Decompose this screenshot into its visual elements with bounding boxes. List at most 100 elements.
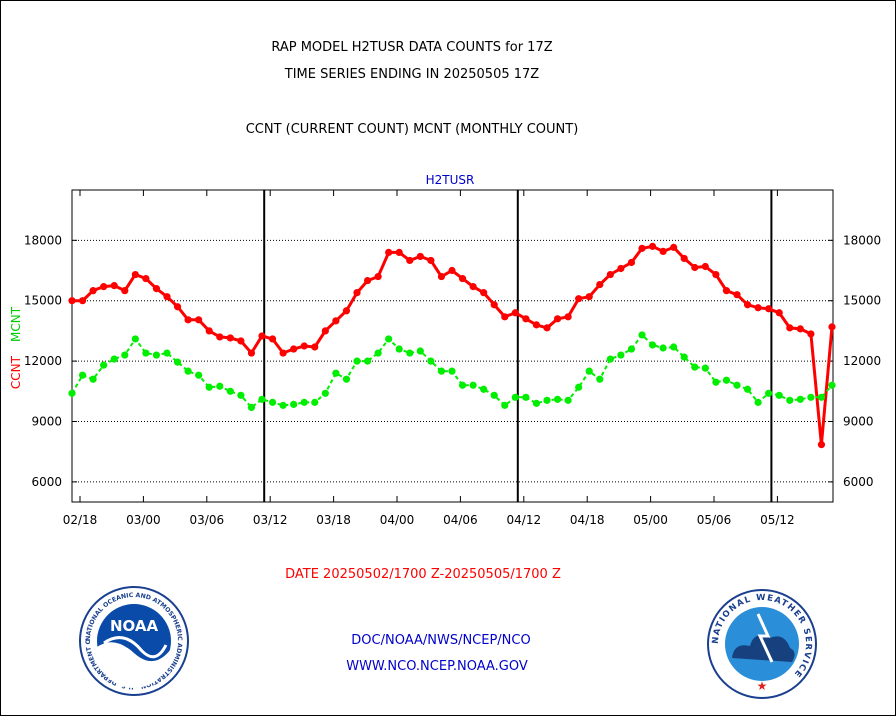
- mcnt-point: [173, 358, 182, 366]
- ccnt-point: [807, 330, 815, 338]
- title-line1: RAP MODEL H2TUSR DATA COUNTS for 17Z: [271, 40, 552, 55]
- ccnt-point: [659, 247, 667, 255]
- mcnt-point: [775, 391, 783, 399]
- ccnt-point: [722, 287, 731, 295]
- mcnt-point: [195, 371, 203, 379]
- y-label-ccnt: CCNT: [9, 355, 23, 389]
- ccnt-point: [532, 321, 541, 329]
- ytick-label-right: 6000: [843, 475, 874, 489]
- mcnt-point: [627, 345, 636, 353]
- nws-star-icon: ★: [757, 679, 768, 693]
- ccnt-point: [480, 289, 488, 297]
- ccnt-point: [638, 244, 646, 252]
- ccnt-point: [522, 315, 530, 323]
- mcnt-point: [258, 395, 266, 403]
- ccnt-point: [458, 274, 467, 283]
- plot-area: 6000 9000 12000 15000 18000 6000 9000 12000 150…: [24, 189, 881, 527]
- ccnt-point: [796, 325, 804, 333]
- mcnt-point: [427, 357, 435, 365]
- ccnt-point: [385, 248, 393, 256]
- ccnt-point: [279, 349, 287, 357]
- mcnt-point: [184, 367, 192, 375]
- mcnt-point: [501, 401, 509, 409]
- ytick-label-left: 15000: [24, 294, 62, 308]
- ccnt-point: [575, 295, 583, 303]
- mcnt-point: [406, 349, 414, 357]
- mcnt-point: [585, 367, 593, 375]
- mcnt-point: [458, 381, 467, 389]
- ccnt-point: [437, 272, 446, 281]
- mcnt-point: [332, 369, 340, 377]
- mcnt-point: [353, 357, 361, 365]
- mcnt-point: [670, 343, 678, 351]
- ccnt-point: [342, 307, 351, 315]
- mcnt-point: [680, 353, 688, 361]
- xtick-label: 03/12: [253, 513, 288, 527]
- mcnt-point: [596, 375, 604, 383]
- mcnt-point: [553, 395, 562, 403]
- ccnt-point: [395, 248, 403, 256]
- ccnt-point: [247, 349, 256, 357]
- ccnt-point: [89, 287, 97, 295]
- mcnt-point: [131, 335, 139, 343]
- mcnt-point: [606, 355, 614, 363]
- ytick-label-left: 12000: [24, 354, 62, 368]
- mcnt-point: [532, 399, 541, 407]
- ytick-label-right: 15000: [843, 294, 881, 308]
- xtick-label: 04/12: [507, 513, 542, 527]
- ccnt-point: [353, 289, 361, 297]
- ccnt-point: [585, 293, 593, 301]
- mcnt-point: [786, 396, 794, 404]
- mcnt-point: [247, 403, 256, 411]
- mcnt-point: [416, 347, 424, 355]
- ccnt-point: [268, 335, 277, 343]
- mcnt-point: [68, 389, 76, 397]
- ccnt-point: [553, 315, 562, 323]
- mcnt-point: [152, 351, 161, 359]
- mcnt-point: [469, 381, 477, 389]
- ccnt-point: [448, 266, 456, 275]
- ccnt-point: [78, 297, 87, 305]
- mcnt-point: [564, 396, 572, 404]
- ccnt-point: [817, 441, 826, 449]
- date-range: DATE 20250502/1700 Z-20250505/1700 Z: [285, 567, 561, 582]
- mcnt-point: [807, 393, 815, 401]
- ccnt-point: [195, 316, 203, 324]
- ccnt-point: [142, 274, 150, 283]
- ccnt-point: [670, 243, 678, 251]
- ccnt-point: [152, 285, 161, 293]
- xtick-label: 05/06: [697, 513, 732, 527]
- ccnt-point: [543, 324, 551, 332]
- mcnt-point: [691, 363, 699, 371]
- ytick-label-left: 6000: [31, 475, 62, 489]
- mcnt-point: [448, 367, 456, 375]
- xtick-label: 04/06: [443, 513, 478, 527]
- ccnt-point: [712, 270, 720, 279]
- ccnt-point: [743, 301, 752, 309]
- xtick-label: 04/00: [380, 513, 415, 527]
- ccnt-point: [691, 263, 699, 272]
- ccnt-point: [321, 327, 329, 335]
- ccnt-point: [300, 342, 308, 350]
- mcnt-point: [575, 383, 583, 391]
- mcnt-point: [765, 389, 773, 397]
- mcnt-point: [437, 367, 446, 375]
- ccnt-point: [216, 333, 224, 341]
- mcnt-point: [743, 385, 752, 393]
- xtick-label: 05/00: [633, 513, 668, 527]
- mcnt-point: [733, 381, 741, 389]
- footer-link-web[interactable]: WWW.NCO.NCEP.NOAA.GOV: [346, 659, 528, 674]
- ccnt-point: [416, 252, 424, 261]
- noaa-logo: NATIONAL OCEANIC AND ATMOSPHERIC ADMINIS…: [79, 586, 189, 696]
- series-ccnt: [68, 242, 836, 449]
- ccnt-point: [648, 242, 657, 250]
- mcnt-point: [511, 393, 519, 401]
- ccnt-point: [754, 304, 762, 312]
- mcnt-point: [522, 393, 530, 401]
- ccnt-point: [173, 303, 182, 311]
- mcnt-point: [374, 349, 382, 357]
- footer-link-doc[interactable]: DOC/NOAA/NWS/NCEP/NCO: [351, 633, 530, 648]
- ccnt-point: [131, 270, 139, 279]
- ccnt-point: [596, 281, 604, 289]
